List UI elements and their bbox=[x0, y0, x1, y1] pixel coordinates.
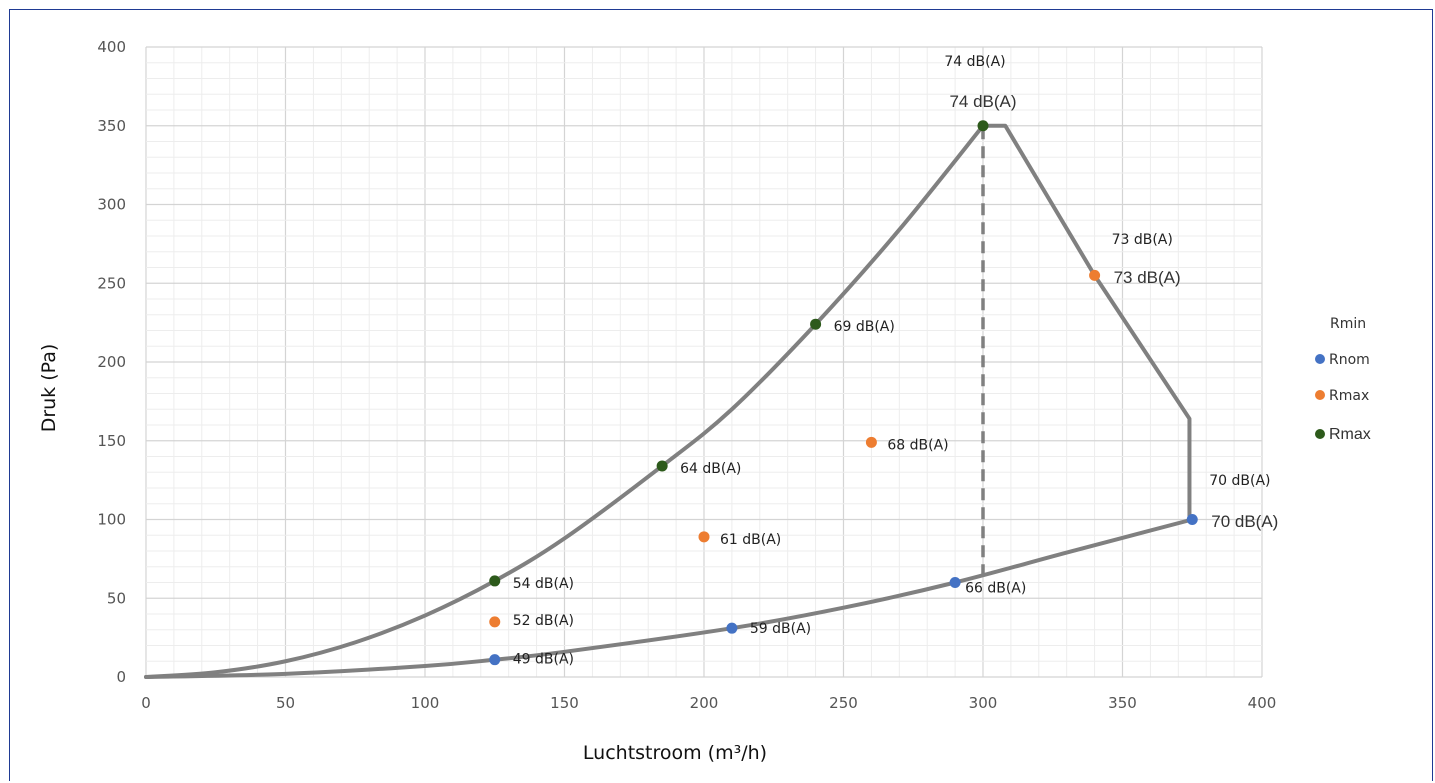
x-tick-label: 100 bbox=[411, 694, 440, 712]
data-point bbox=[489, 654, 501, 666]
curves bbox=[144, 123, 1195, 679]
y-tick-label: 0 bbox=[116, 668, 126, 686]
data-label: 54 dB(A) bbox=[513, 576, 574, 592]
legend-entry: Rnom bbox=[1329, 352, 1370, 368]
x-tick-label: 50 bbox=[276, 694, 295, 712]
x-tick-label: 400 bbox=[1248, 694, 1277, 712]
data-label: 66 dB(A) bbox=[965, 581, 1026, 597]
y-tick-label: 100 bbox=[97, 511, 126, 529]
y-tick-label: 50 bbox=[107, 589, 126, 607]
data-label: 59 dB(A) bbox=[750, 621, 811, 637]
tick-labels: 0 50 100 150 200 250 300 350 400 0 50 100 150 200 250 3… bbox=[97, 38, 1276, 712]
y-axis-title: Druk (Pa) bbox=[38, 344, 60, 433]
chart-frame bbox=[9, 9, 1433, 781]
data-label: 68 dB(A) bbox=[887, 437, 948, 453]
y-tick-label: 250 bbox=[97, 274, 126, 292]
legend-entry: Rmax bbox=[1329, 426, 1371, 443]
data-point bbox=[656, 460, 668, 472]
data-label-small: 73 dB(A) bbox=[1112, 232, 1173, 248]
data-label-large: 73 dB(A) bbox=[1114, 268, 1181, 287]
y-tick-label: 150 bbox=[97, 432, 126, 450]
x-tick-label: 0 bbox=[141, 694, 151, 712]
x-tick-label: 200 bbox=[690, 694, 719, 712]
outline-curve bbox=[981, 123, 1192, 522]
data-label: 49 dB(A) bbox=[513, 652, 574, 668]
x-tick-label: 150 bbox=[550, 694, 579, 712]
data-point bbox=[489, 616, 501, 628]
legend-entry: Rmax bbox=[1329, 388, 1369, 404]
data-label-small: 74 dB(A) bbox=[944, 54, 1005, 70]
data-point bbox=[949, 577, 961, 588]
lower-curve bbox=[144, 517, 1195, 679]
y-tick-label: 400 bbox=[97, 38, 126, 56]
data-point bbox=[489, 575, 501, 587]
x-tick-label: 250 bbox=[829, 694, 858, 712]
y-tick-label: 200 bbox=[97, 353, 126, 371]
data-label-large: 74 dB(A) bbox=[949, 92, 1016, 111]
data-label: 69 dB(A) bbox=[834, 319, 895, 335]
data-label-large: 70 dB(A) bbox=[1211, 512, 1278, 531]
upper-curve bbox=[144, 123, 985, 679]
data-points bbox=[489, 120, 1198, 666]
legend: Rmin Rnom Rmax Rmax bbox=[1315, 316, 1371, 443]
legend-marker bbox=[1315, 390, 1325, 400]
y-tick-label: 300 bbox=[97, 196, 126, 214]
data-label: 52 dB(A) bbox=[513, 613, 574, 629]
data-point bbox=[810, 318, 822, 330]
data-point bbox=[1089, 269, 1101, 281]
data-point bbox=[1186, 514, 1198, 525]
data-label: 61 dB(A) bbox=[720, 532, 781, 548]
y-tick-label: 350 bbox=[97, 117, 126, 135]
legend-title: Rmin bbox=[1330, 316, 1366, 332]
data-point bbox=[698, 531, 710, 543]
data-point bbox=[977, 120, 989, 132]
legend-marker bbox=[1315, 354, 1325, 364]
x-tick-label: 350 bbox=[1108, 694, 1137, 712]
data-point bbox=[865, 436, 877, 448]
data-labels: 49 dB(A) 59 dB(A) 66 dB(A) 52 dB(A) 61 dB(A)… bbox=[513, 54, 1279, 668]
x-axis-title: Luchtstroom (m³/h) bbox=[583, 742, 767, 764]
data-label-small: 70 dB(A) bbox=[1209, 473, 1270, 489]
x-tick-label: 300 bbox=[969, 694, 998, 712]
data-point bbox=[726, 622, 738, 634]
grid bbox=[145, 46, 1263, 678]
data-label: 64 dB(A) bbox=[680, 461, 741, 477]
legend-marker bbox=[1315, 429, 1325, 439]
